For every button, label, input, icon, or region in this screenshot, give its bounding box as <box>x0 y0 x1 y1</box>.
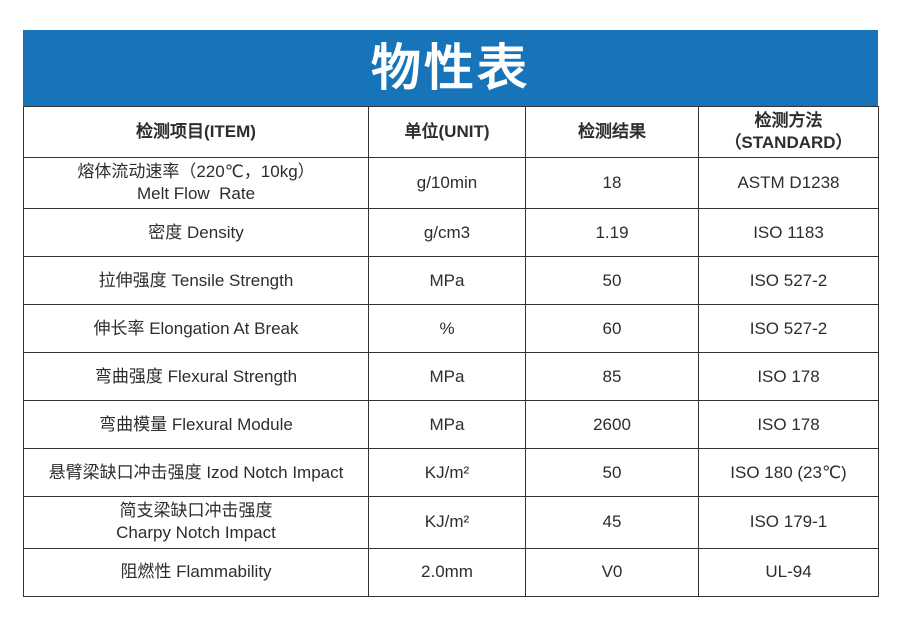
header-line: 检测方法 <box>754 111 823 130</box>
cell-item: 弯曲强度 Flexural Strength <box>23 352 369 402</box>
cell-item: 拉伸强度 Tensile Strength <box>23 256 369 306</box>
cell-unit: g/cm3 <box>368 208 526 258</box>
cell-unit: MPa <box>368 352 526 402</box>
cell-standard: UL-94 <box>698 547 879 597</box>
cell-result: 60 <box>525 304 699 354</box>
table-row: 简支梁缺口冲击强度 Charpy Notch Impact KJ/m² 45 ISO 1… <box>23 496 879 549</box>
item-line: 熔体流动速率（220℃，10kg） <box>77 162 315 182</box>
cell-standard: ISO 1183 <box>698 208 879 258</box>
cell-standard: ASTM D1238 <box>698 157 879 210</box>
cell-unit: MPa <box>368 400 526 450</box>
cell-result: 2600 <box>525 400 699 450</box>
item-line: 拉伸强度 Tensile Strength <box>98 270 294 290</box>
cell-result: 50 <box>525 448 699 498</box>
properties-table: 检测项目(ITEM) 单位(UNIT) 检测结果 检测方法 （STANDARD） 熔体流… <box>23 105 879 597</box>
table-row: 伸长率 Elongation At Break% 60 ISO 527-2 <box>23 304 879 354</box>
table-row: 拉伸强度 Tensile Strength MPa 50 ISO 527-2 <box>23 256 879 306</box>
cell-unit: 2.0mm <box>368 547 526 597</box>
item-line: Melt Flow Rate <box>136 184 256 204</box>
cell-item: 弯曲模量 Flexural Module <box>23 400 369 450</box>
header-cell-item: 检测项目(ITEM) <box>23 105 369 159</box>
header-cell-result: 检测结果 <box>525 105 699 159</box>
cell-result: 45 <box>525 496 699 549</box>
item-line: 悬臂梁缺口冲击强度 Izod Notch Impact <box>48 462 344 482</box>
header-row: 检测项目(ITEM) 单位(UNIT) 检测结果 检测方法 （STANDARD） <box>23 105 879 159</box>
item-line: 密度 Density <box>148 222 244 242</box>
table-row: 弯曲模量 Flexural Module MPa 2600 ISO 178 <box>23 400 879 450</box>
cell-item: 密度 Density <box>23 208 369 258</box>
cell-item: 熔体流动速率（220℃，10kg） Melt Flow Rate <box>23 157 369 210</box>
cell-item: 伸长率 Elongation At Break <box>23 304 369 354</box>
cell-item: 简支梁缺口冲击强度 Charpy Notch Impact <box>23 496 369 549</box>
item-line: 弯曲强度 Flexural Strength <box>94 366 298 386</box>
cell-unit: KJ/m² <box>368 496 526 549</box>
table-header: 检测项目(ITEM) 单位(UNIT) 检测结果 检测方法 （STANDARD） <box>23 105 879 159</box>
cell-result: 18 <box>525 157 699 210</box>
table-body: 熔体流动速率（220℃，10kg） Melt Flow Rate g/10min 18… <box>23 157 879 597</box>
header-line: （STANDARD） <box>724 133 853 153</box>
item-line: 弯曲模量 Flexural Module <box>99 414 293 434</box>
header-line: 检测项目(ITEM) <box>136 122 256 142</box>
cell-unit: g/10min <box>368 157 526 210</box>
cell-item: 阻燃性 Flammability <box>23 547 369 597</box>
cell-result: 50 <box>525 256 699 306</box>
table-row: 密度 Density g/cm3 1.19 ISO 1183 <box>23 208 879 258</box>
cell-standard: ISO 178 <box>698 400 879 450</box>
table-row: 悬臂梁缺口冲击强度 Izod Notch Impact KJ/m² 50 ISO 18… <box>23 448 879 498</box>
table-row: 阻燃性 Flammability 2.0mm V0 UL-94 <box>23 547 879 597</box>
cell-standard: ISO 179-1 <box>698 496 879 549</box>
cell-standard: ISO 527-2 <box>698 304 879 354</box>
header-cell-unit: 单位(UNIT) <box>368 105 526 159</box>
cell-item: 悬臂梁缺口冲击强度 Izod Notch Impact <box>23 448 369 498</box>
cell-unit: MPa <box>368 256 526 306</box>
item-line: 伸长率 Elongation At Break <box>93 318 299 338</box>
header-cell-standard: 检测方法 （STANDARD） <box>698 105 879 159</box>
cell-result: 1.19 <box>525 208 699 258</box>
item-line: 阻燃性 Flammability <box>120 562 272 582</box>
cell-unit: % <box>368 304 526 354</box>
item-line: 简支梁缺口冲击强度 <box>119 501 273 521</box>
header-line: 检测结果 <box>578 122 646 142</box>
item-line: Charpy Notch Impact <box>116 523 276 543</box>
cell-standard: ISO 527-2 <box>698 256 879 306</box>
cell-result: 85 <box>525 352 699 402</box>
cell-unit: KJ/m² <box>368 448 526 498</box>
table-row: 熔体流动速率（220℃，10kg） Melt Flow Rate g/10min 18… <box>23 157 879 210</box>
cell-standard: ISO 180 (23℃) <box>698 448 879 498</box>
banner: 物性表 <box>23 30 878 106</box>
table-row: 弯曲强度 Flexural Strength MPa 85 ISO 178 <box>23 352 879 402</box>
header-line: 单位(UNIT) <box>404 122 490 142</box>
cell-result: V0 <box>525 547 699 597</box>
page-title: 物性表 <box>371 40 530 96</box>
cell-standard: ISO 178 <box>698 352 879 402</box>
